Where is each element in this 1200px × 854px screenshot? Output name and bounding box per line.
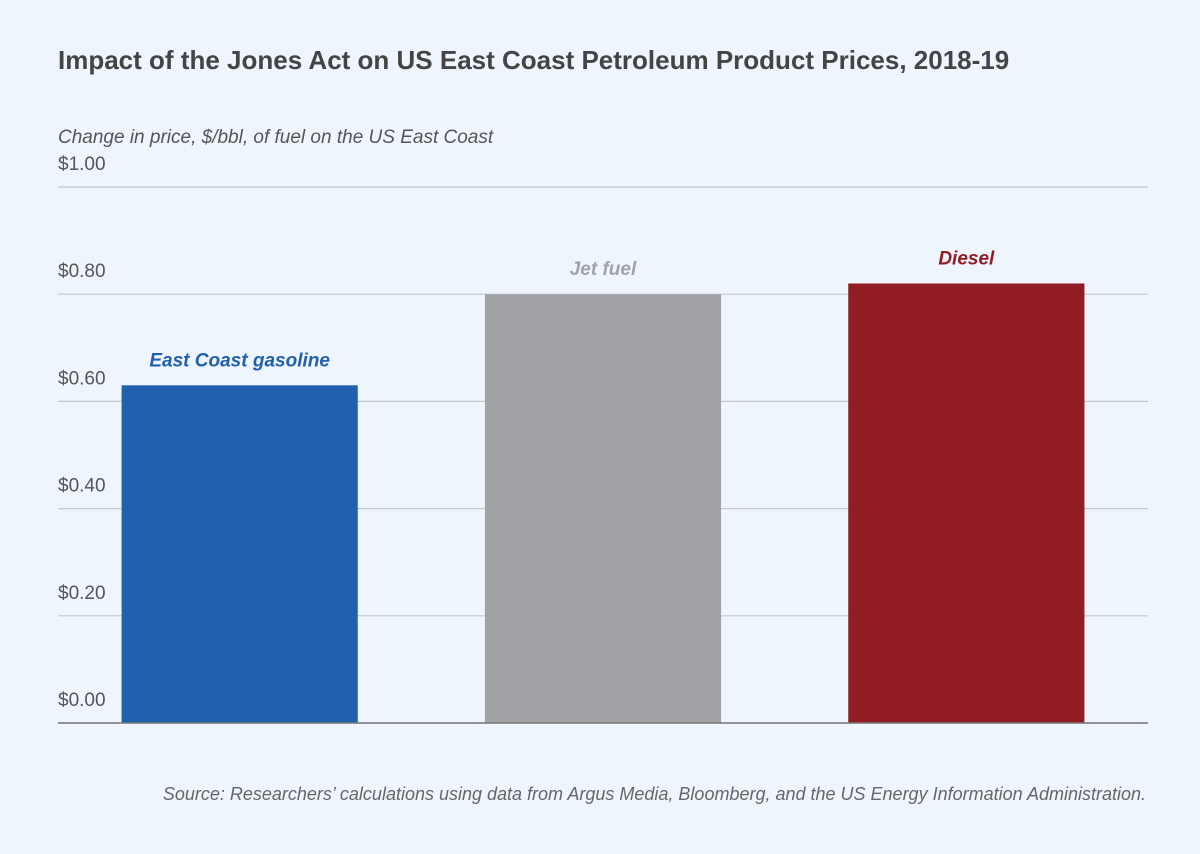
category-label: Diesel <box>938 248 995 269</box>
source-note: Source: Researchers’ calculations using … <box>163 784 1146 804</box>
y-tick-label: $0.40 <box>58 476 106 497</box>
y-tick-label: $0.80 <box>58 261 106 282</box>
bar <box>484 294 722 723</box>
y-tick-label: $0.00 <box>58 690 106 711</box>
y-tick-label: $0.60 <box>58 368 106 389</box>
bar <box>121 385 358 723</box>
y-axis-label: Change in price, $/bbl, of fuel on the U… <box>58 127 494 148</box>
chart-title: Impact of the Jones Act on US East Coast… <box>58 45 1009 75</box>
bar <box>848 283 1085 723</box>
category-label: East Coast gasoline <box>149 350 330 371</box>
category-label: Jet fuel <box>570 259 637 280</box>
y-tick-label: $1.00 <box>58 154 106 175</box>
y-tick-label: $0.20 <box>58 583 106 604</box>
